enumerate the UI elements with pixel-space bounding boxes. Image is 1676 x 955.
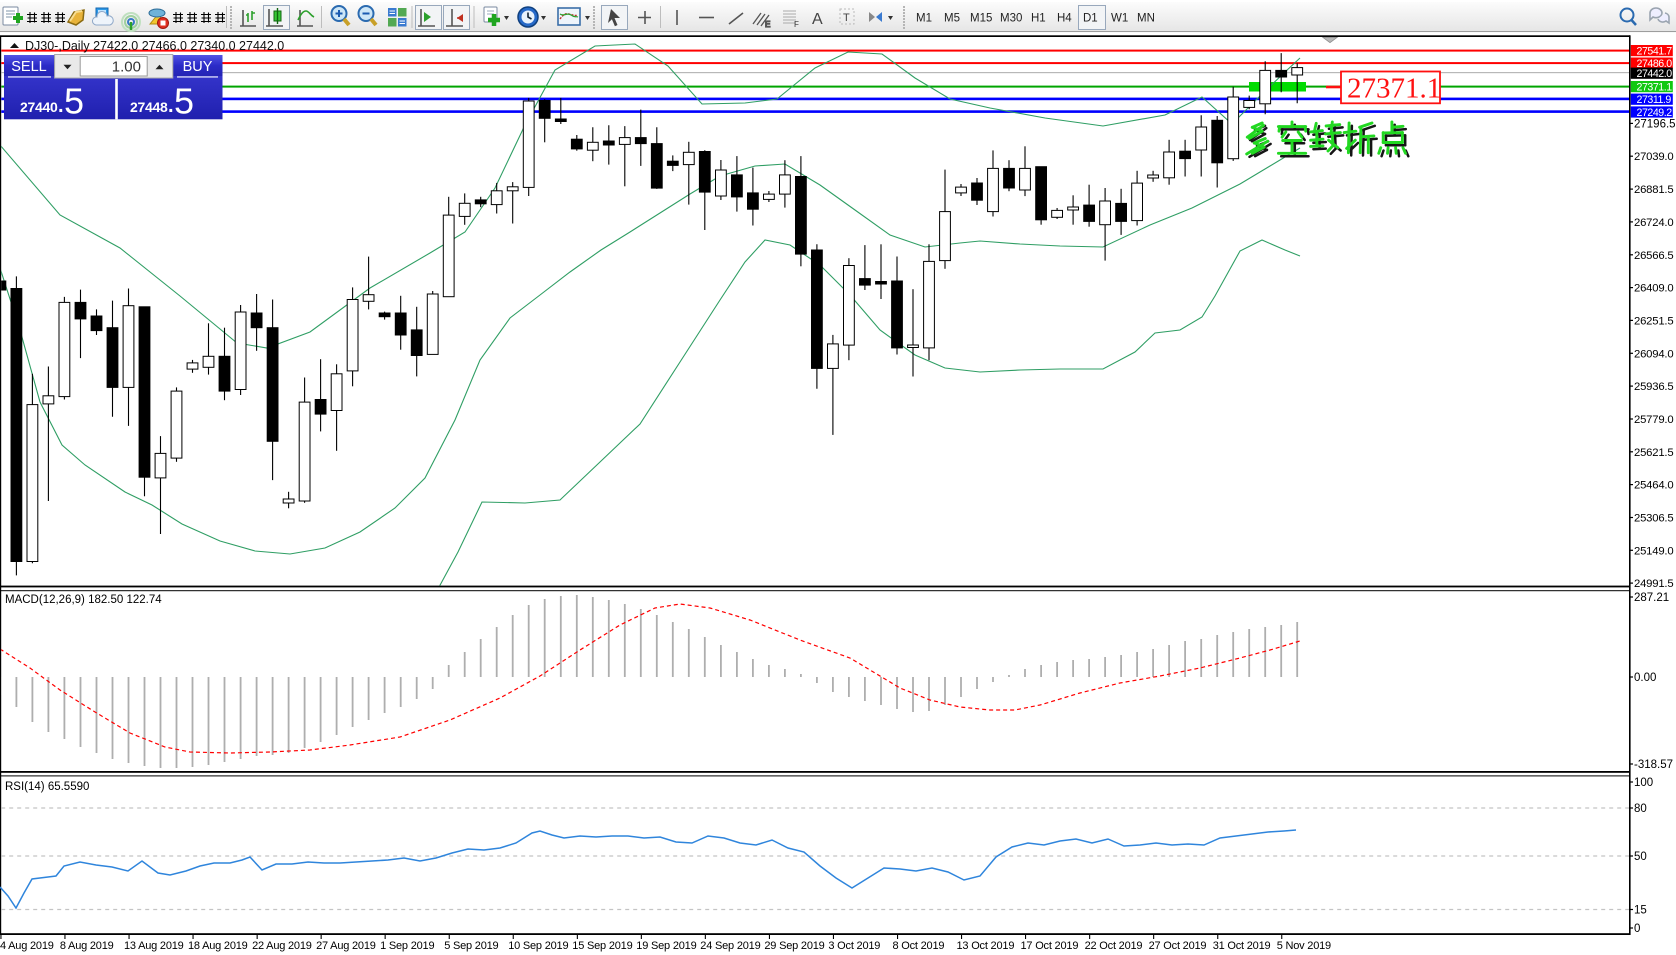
- svg-text:287.21: 287.21: [1634, 592, 1669, 604]
- svg-text:.: .: [168, 95, 174, 117]
- svg-text:M15: M15: [970, 13, 992, 25]
- svg-text:BUY: BUY: [183, 59, 213, 75]
- svg-text:25306.5: 25306.5: [1634, 513, 1673, 525]
- svg-text:27541.7: 27541.7: [1637, 45, 1673, 57]
- svg-text:5: 5: [64, 81, 84, 122]
- svg-text:25621.5: 25621.5: [1634, 447, 1673, 459]
- svg-text:H1: H1: [1031, 13, 1046, 25]
- svg-text:26566.5: 26566.5: [1634, 250, 1673, 262]
- svg-text:E: E: [765, 20, 770, 29]
- svg-text:19 Sep 2019: 19 Sep 2019: [636, 940, 696, 952]
- svg-text:10 Sep 2019: 10 Sep 2019: [508, 940, 568, 952]
- svg-text:17 Oct 2019: 17 Oct 2019: [1021, 940, 1079, 952]
- svg-text:27440: 27440: [20, 99, 58, 115]
- svg-text:13 Aug 2019: 13 Aug 2019: [124, 940, 184, 952]
- svg-text:MACD(12,26,9) 182.50 122.74: MACD(12,26,9) 182.50 122.74: [5, 594, 162, 606]
- svg-text:D1: D1: [1083, 13, 1098, 25]
- svg-text:T: T: [843, 12, 850, 24]
- svg-text:31 Oct 2019: 31 Oct 2019: [1213, 940, 1271, 952]
- svg-text:18 Aug 2019: 18 Aug 2019: [188, 940, 248, 952]
- svg-text:15 Sep 2019: 15 Sep 2019: [572, 940, 632, 952]
- svg-text:24991.5: 24991.5: [1634, 578, 1673, 590]
- svg-text:25464.0: 25464.0: [1634, 480, 1673, 492]
- svg-text:26724.0: 26724.0: [1634, 217, 1673, 229]
- svg-text:5: 5: [174, 81, 194, 122]
- svg-text:25936.5: 25936.5: [1634, 381, 1673, 393]
- svg-text:-318.57: -318.57: [1634, 759, 1673, 771]
- svg-text:4 Aug 2019: 4 Aug 2019: [0, 940, 54, 952]
- svg-text:27442.0: 27442.0: [1637, 68, 1673, 80]
- svg-text:27039.0: 27039.0: [1634, 151, 1673, 163]
- svg-text:25149.0: 25149.0: [1634, 545, 1673, 557]
- svg-text:M30: M30: [1000, 13, 1022, 25]
- svg-text:27486.0: 27486.0: [1637, 58, 1673, 70]
- svg-text:25779.0: 25779.0: [1634, 414, 1673, 426]
- svg-text:27371.1: 27371.1: [1347, 73, 1441, 105]
- svg-text:27196.5: 27196.5: [1634, 119, 1676, 131]
- svg-text:27311.9: 27311.9: [1637, 94, 1672, 106]
- svg-text:50: 50: [1634, 851, 1647, 863]
- svg-text:100: 100: [1634, 777, 1653, 789]
- svg-text:F: F: [794, 20, 799, 29]
- svg-text:M1: M1: [916, 13, 932, 25]
- svg-text:0: 0: [1634, 923, 1640, 935]
- svg-text:RSI(14) 65.5590: RSI(14) 65.5590: [5, 781, 89, 793]
- svg-text:29 Sep 2019: 29 Sep 2019: [764, 940, 824, 952]
- svg-text:5 Sep 2019: 5 Sep 2019: [444, 940, 498, 952]
- svg-text:80: 80: [1634, 803, 1647, 815]
- svg-text:1 Sep 2019: 1 Sep 2019: [380, 940, 434, 952]
- svg-text:5 Nov 2019: 5 Nov 2019: [1277, 940, 1331, 952]
- svg-text:26251.5: 26251.5: [1634, 315, 1673, 327]
- svg-text:26881.5: 26881.5: [1634, 184, 1673, 196]
- svg-text:26094.0: 26094.0: [1634, 348, 1673, 360]
- svg-text:26409.0: 26409.0: [1634, 283, 1673, 295]
- svg-text:A: A: [812, 11, 823, 28]
- svg-text:8 Oct 2019: 8 Oct 2019: [893, 940, 945, 952]
- svg-text:0.00: 0.00: [1634, 672, 1656, 684]
- svg-text:27249.2: 27249.2: [1637, 107, 1673, 119]
- svg-text:1.00: 1.00: [112, 59, 141, 76]
- svg-text:M5: M5: [944, 13, 960, 25]
- svg-text:DJ30-,Daily 27422.0 27466.0 2: DJ30-,Daily 27422.0 27466.0 27340.0 2744…: [25, 39, 284, 53]
- svg-text:27371.1: 27371.1: [1637, 81, 1673, 93]
- svg-text:22 Aug 2019: 22 Aug 2019: [252, 940, 312, 952]
- svg-text:.: .: [58, 95, 64, 117]
- svg-text:27 Oct 2019: 27 Oct 2019: [1149, 940, 1207, 952]
- svg-text:15: 15: [1634, 905, 1647, 917]
- svg-text:SELL: SELL: [11, 59, 46, 75]
- svg-text:27448: 27448: [130, 99, 168, 115]
- svg-text:27 Aug 2019: 27 Aug 2019: [316, 940, 376, 952]
- svg-text:W1: W1: [1111, 13, 1128, 25]
- svg-text:H4: H4: [1057, 13, 1072, 25]
- svg-text:24 Sep 2019: 24 Sep 2019: [700, 940, 760, 952]
- svg-text:MN: MN: [1137, 13, 1155, 25]
- svg-text:8 Aug 2019: 8 Aug 2019: [60, 940, 114, 952]
- svg-text:22 Oct 2019: 22 Oct 2019: [1085, 940, 1143, 952]
- svg-text:3 Oct 2019: 3 Oct 2019: [828, 940, 880, 952]
- svg-text:13 Oct 2019: 13 Oct 2019: [957, 940, 1015, 952]
